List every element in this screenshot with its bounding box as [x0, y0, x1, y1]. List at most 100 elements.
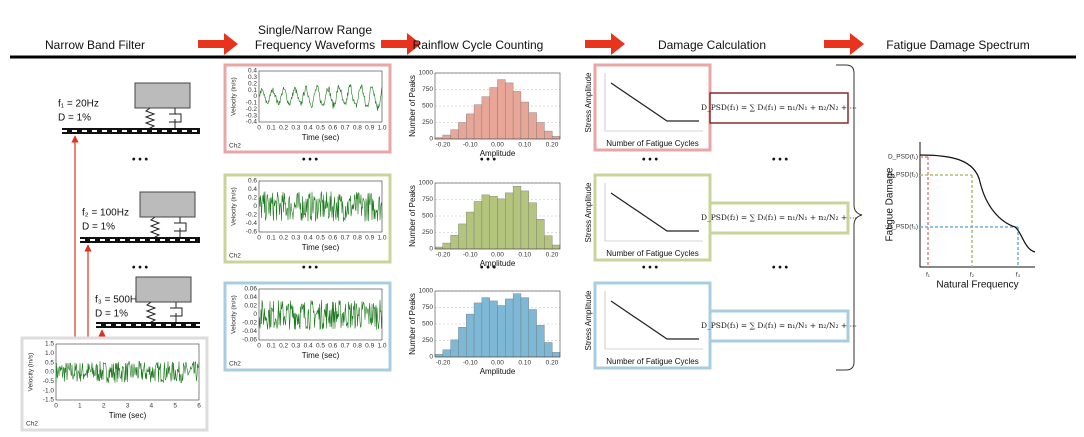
y-tick-label: -0.06 [242, 337, 257, 344]
y-tick-label: -0.3 [246, 112, 258, 119]
y-axis-label: Stress Amplitude [584, 72, 593, 133]
y-tick-label: 0 [429, 354, 433, 361]
y-axis-label: Fatigue Damage [885, 167, 896, 241]
x-tick-label: 2 [102, 403, 106, 410]
y-tick-label: 0 [253, 203, 257, 210]
x-tick-label: 0.20 [546, 142, 559, 149]
waveform-trace [55, 360, 200, 384]
x-tick-label: 0 [257, 125, 261, 132]
y-axis-label: Velocity (in/s) [231, 295, 238, 334]
ellipsis: • • • [642, 155, 659, 166]
filter-damping: D = 1% [58, 113, 91, 124]
filter-frequency: f₁ = 20Hz [58, 99, 99, 110]
histogram-bar [520, 101, 529, 140]
x-tick-label: 0.1 [267, 235, 276, 242]
x-tick-label: 0 [257, 343, 261, 350]
frequency-label: f₁ [926, 272, 931, 279]
mass [134, 82, 191, 109]
y-tick-label: 0.02 [244, 303, 257, 310]
x-tick-label: 0.5 [316, 343, 325, 350]
formula-box [708, 201, 850, 235]
x-tick-label: 0.4 [304, 343, 313, 350]
x-tick-label: 0.7 [341, 343, 350, 350]
y-tick-label: 0.3 [248, 74, 257, 81]
x-tick-label: -0.10 [463, 252, 478, 259]
x-tick-label: -0.20 [436, 142, 451, 149]
histogram-bar [466, 211, 475, 250]
ellipsis: • • • [642, 263, 659, 274]
y-tick-label: 500 [422, 103, 433, 110]
formula: D_PSD(f₂) = ∑ Dᵢ(f₂) = n₁/N₁ + n₂/N₂ + ⋯ [701, 213, 858, 222]
histogram-bar [450, 339, 459, 358]
histogram-bar [450, 129, 459, 140]
histogram-bar [489, 87, 498, 140]
y-tick-label: 500 [422, 213, 433, 220]
y-axis-label: Velocity (in/s) [231, 77, 238, 116]
formula: D_PSD(f₃) = ∑ Dᵢ(f₃) = n₁/N₁ + n₂/N₂ + ⋯ [701, 321, 858, 330]
sn-frame [593, 173, 712, 262]
y-axis-label: Velocity (in/s) [231, 187, 238, 226]
x-tick-label: 0.20 [546, 360, 559, 367]
plot-area [434, 72, 561, 140]
y-tick-label: 0.0 [45, 369, 54, 376]
histogram-bar [497, 79, 506, 140]
histogram-bar [497, 305, 506, 358]
x-tick-label: 0.3 [291, 235, 300, 242]
y-tick-label: 250 [422, 229, 433, 236]
y-tick-label: 0.6 [248, 178, 257, 185]
channel-label: Ch2 [229, 143, 241, 150]
x-axis-label: Number of Fatigue Cycles [606, 357, 698, 366]
mass [139, 191, 196, 218]
y-tick-label: 0.04 [244, 294, 257, 301]
histogram-bar [497, 198, 506, 250]
x-axis-label: Time (sec) [109, 411, 147, 420]
histogram-bar [551, 244, 561, 250]
waveform-frame [223, 173, 392, 264]
x-tick-label: 0.6 [328, 235, 337, 242]
histogram-bar [512, 91, 522, 140]
x-tick-label: 3 [126, 403, 130, 410]
x-tick-label: 0.8 [353, 343, 362, 350]
histogram-bar [520, 190, 529, 250]
ellipsis: • • • [772, 155, 789, 166]
y-tick-label: 1000 [419, 288, 434, 295]
x-tick-label: 0 [54, 403, 58, 410]
waveform-frame [223, 63, 392, 154]
plot-area [434, 290, 561, 358]
histogram-bar [528, 309, 537, 358]
x-tick-label: 0.9 [365, 343, 374, 350]
y-axis-label: Velocity (in/s) [28, 353, 35, 392]
x-tick-label: 0.4 [304, 125, 313, 132]
y-tick-label: 250 [422, 337, 433, 344]
step-label: Rainflow Cycle Counting [413, 38, 544, 52]
step-label: Damage Calculation [658, 38, 766, 52]
x-tick-label: 0.9 [365, 235, 374, 242]
y-tick-label: 0 [429, 246, 433, 253]
y-tick-label: 500 [422, 321, 433, 328]
histogram-bar [512, 186, 522, 250]
waveform-frame [20, 336, 209, 432]
frequency-label: f₂ [970, 272, 975, 279]
y-axis-label: Stress Amplitude [584, 182, 593, 243]
ellipsis: • • • [480, 155, 497, 166]
damper [170, 302, 183, 325]
histogram-bar [544, 342, 553, 358]
formula: D_PSD(f₁) = ∑ Dᵢ(f₁) = n₁/N₁ + n₂/N₂ + ⋯ [701, 103, 858, 112]
sn-axes [604, 291, 703, 350]
y-tick-label: -1.0 [43, 387, 55, 394]
ellipsis: • • • [132, 155, 149, 166]
histogram-bar [458, 122, 467, 140]
histogram-bar [434, 354, 444, 358]
filter-frequency: f₂ = 100Hz [82, 208, 129, 219]
x-tick-label: 0 [257, 235, 261, 242]
histogram-bar [458, 223, 467, 250]
y-tick-label: 0.06 [244, 286, 257, 293]
sn-curve [610, 82, 699, 122]
sn-axes [604, 73, 703, 132]
x-tick-label: 0.1 [267, 343, 276, 350]
x-axis-label: Time (sec) [302, 243, 340, 252]
x-tick-label: 0.3 [291, 343, 300, 350]
histogram-bar [505, 298, 514, 358]
y-tick-label: 0.4 [248, 186, 257, 193]
y-tick-label: 1.5 [45, 341, 54, 348]
